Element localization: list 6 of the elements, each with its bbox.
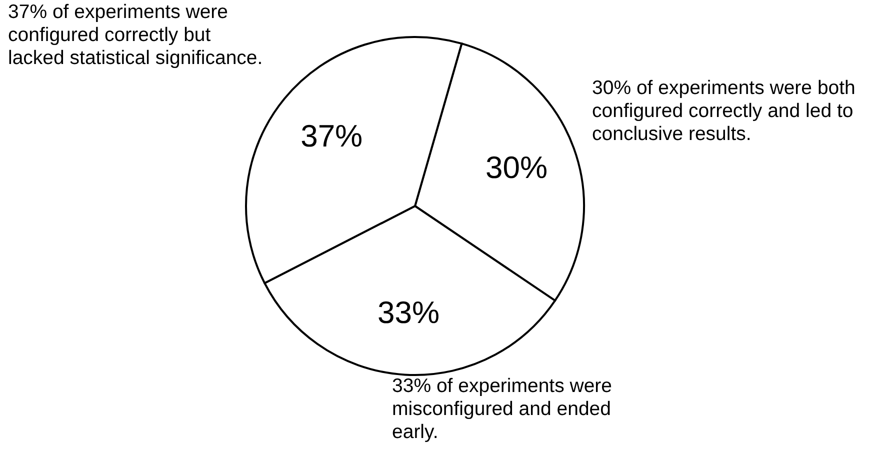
text: 37% of experiments were configured correctly but lacked statistical significance.: [8, 1, 263, 70]
data-label: 33%: [377, 294, 440, 330]
text: 33% of experiments were misconfigured and ended early.: [392, 375, 614, 444]
data-label: 30%: [485, 150, 548, 186]
data-label: 37%: [300, 118, 363, 154]
text: 30% of experiments were both configured correctly and led to conclusive results.: [592, 77, 856, 146]
